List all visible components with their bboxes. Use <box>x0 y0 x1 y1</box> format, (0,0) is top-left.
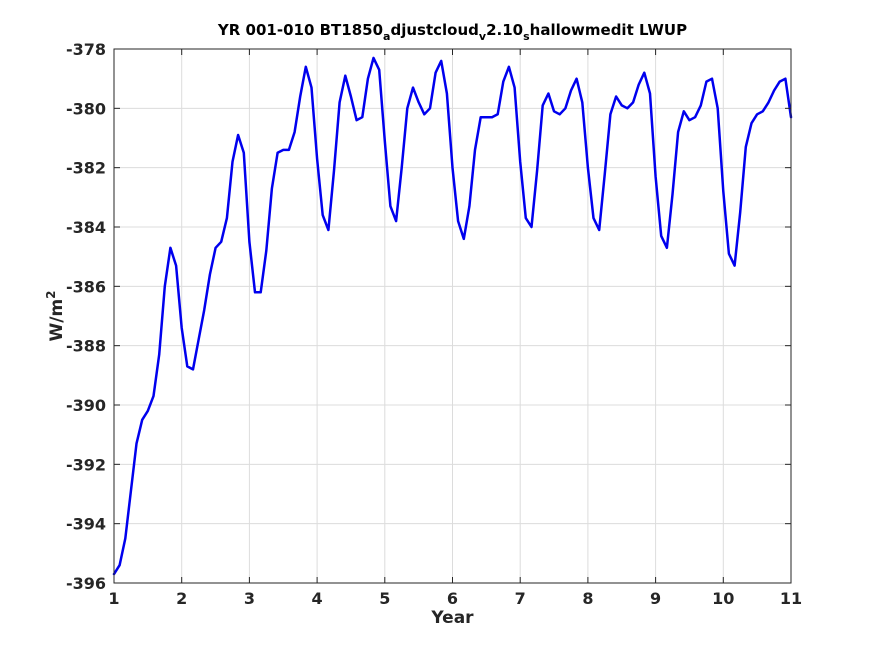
y-tick-label: -390 <box>66 396 106 415</box>
tick-marks <box>113 48 792 584</box>
chart-title-segment: 2.10 <box>486 21 523 39</box>
chart-title-segment: hallowmedit LWUP <box>530 21 687 39</box>
x-tick-label: 5 <box>379 589 390 608</box>
x-tick-label: 9 <box>650 589 661 608</box>
x-axis-label: Year <box>430 608 474 628</box>
x-tick-label: 1 <box>108 589 119 608</box>
x-tick-label: 2 <box>176 589 187 608</box>
y-axis-label: W/m2 <box>44 290 67 341</box>
x-tick-label: 7 <box>515 589 526 608</box>
chart-title-segment: YR 001-010 BT1850 <box>217 21 383 39</box>
series-group <box>112 56 793 576</box>
series-line <box>112 56 793 576</box>
chart-title-subscript: a <box>383 30 390 43</box>
y-axis-label-sup: 2 <box>44 290 58 298</box>
y-tick-label: -380 <box>66 99 106 118</box>
chart-title-subscript: s <box>523 30 530 43</box>
x-tick-label: 4 <box>312 589 323 608</box>
y-tick-label: -382 <box>66 159 106 178</box>
y-tick-label: -386 <box>66 277 106 296</box>
x-tick-label: 6 <box>447 589 458 608</box>
y-axis-label-base: W/m <box>47 299 67 342</box>
chart-title-subscript: v <box>479 30 487 43</box>
y-tick-label: -392 <box>66 455 106 474</box>
x-tick-label: 11 <box>780 589 802 608</box>
y-tick-label: -396 <box>66 574 106 593</box>
chart-title: YR 001-010 BT1850adjustcloudv2.10shallow… <box>217 21 687 43</box>
y-tick-label: -394 <box>66 515 106 534</box>
x-tick-label: 3 <box>244 589 255 608</box>
x-tick-labels: 1 2 3 4 5 6 7 8 9 10 11 <box>108 589 802 608</box>
chart-title-segment: djustcloud <box>390 21 478 39</box>
x-tick-label: 10 <box>712 589 734 608</box>
x-tick-label: 8 <box>582 589 593 608</box>
y-tick-label: -378 <box>66 40 106 59</box>
y-tick-labels: -396 -394 -392 -390 -388 -386 -384 -382 -380 -378 <box>66 40 106 593</box>
grid-lines <box>114 49 791 583</box>
y-tick-label: -384 <box>66 218 106 237</box>
y-tick-label: -388 <box>66 337 106 356</box>
